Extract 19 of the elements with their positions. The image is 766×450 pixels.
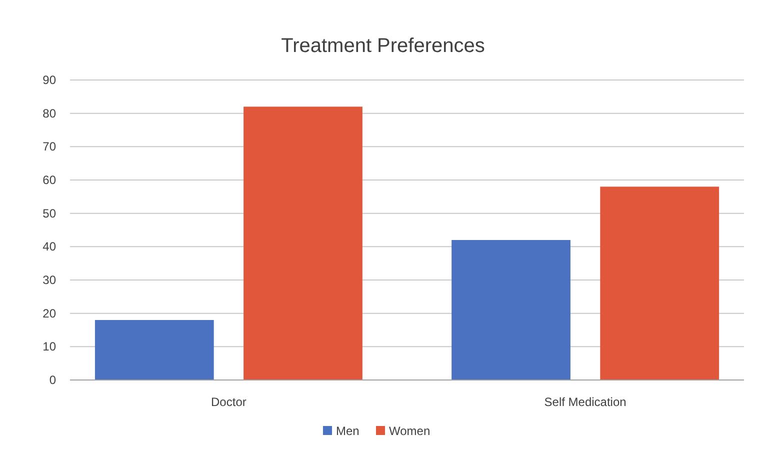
y-tick-label: 80 — [42, 106, 56, 120]
y-tick-label: 70 — [42, 140, 56, 154]
x-tick-label: Self Medication — [544, 395, 626, 409]
legend-label: Women — [389, 424, 430, 438]
bar — [600, 186, 720, 380]
y-tick-label: 10 — [42, 340, 56, 354]
y-tick-label: 0 — [49, 373, 56, 387]
y-tick-label: 90 — [42, 73, 56, 87]
y-tick-label: 60 — [42, 173, 56, 187]
y-tick-label: 50 — [42, 206, 56, 220]
bar — [94, 320, 214, 380]
bar — [244, 106, 362, 380]
chart-title: Treatment Preferences — [281, 35, 485, 57]
bar — [452, 240, 570, 380]
y-tick-label: 40 — [42, 240, 56, 254]
legend-label: Men — [336, 424, 360, 438]
x-tick-label: Doctor — [211, 395, 246, 409]
y-tick-label: 30 — [42, 273, 56, 287]
y-tick-label: 20 — [42, 306, 56, 320]
